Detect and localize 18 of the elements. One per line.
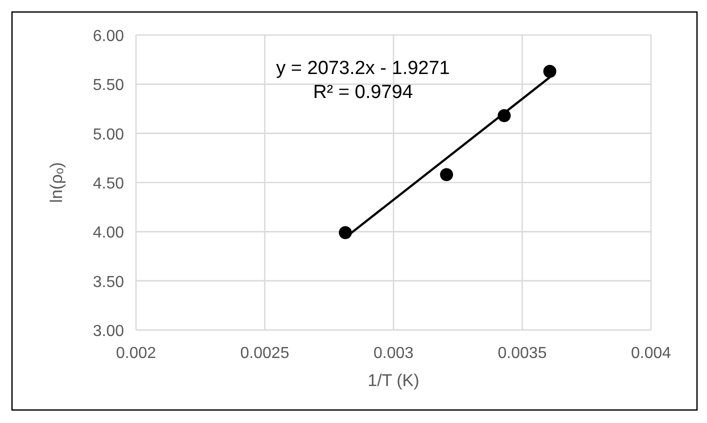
y-tick-label: 5.50 xyxy=(92,77,124,94)
y-axis-title: ln(ρₒ) xyxy=(47,162,66,203)
y-tick-label: 6.00 xyxy=(92,28,124,45)
y-tick-label: 4.50 xyxy=(92,176,124,192)
x-tick-label: 0.002 xyxy=(116,345,156,362)
point xyxy=(440,168,454,182)
x-tick-label: 0.0025 xyxy=(240,345,290,362)
y-tick-label: 3.00 xyxy=(92,323,124,340)
y-tick-label: 3.50 xyxy=(92,274,124,291)
x-axis-title: 1/T (K) xyxy=(368,371,420,390)
point xyxy=(543,64,556,78)
annotation: y = 2073.2x - 1.9271 xyxy=(276,58,450,79)
x-tick-label: 0.0035 xyxy=(498,345,547,362)
x-tick-label: 0.003 xyxy=(373,345,414,362)
annotation: R² = 0.9794 xyxy=(313,82,414,103)
x-tick-label: 0.004 xyxy=(630,345,672,362)
y-tick-label: 4.00 xyxy=(92,224,124,242)
y-tick-label: 5.00 xyxy=(92,126,124,144)
